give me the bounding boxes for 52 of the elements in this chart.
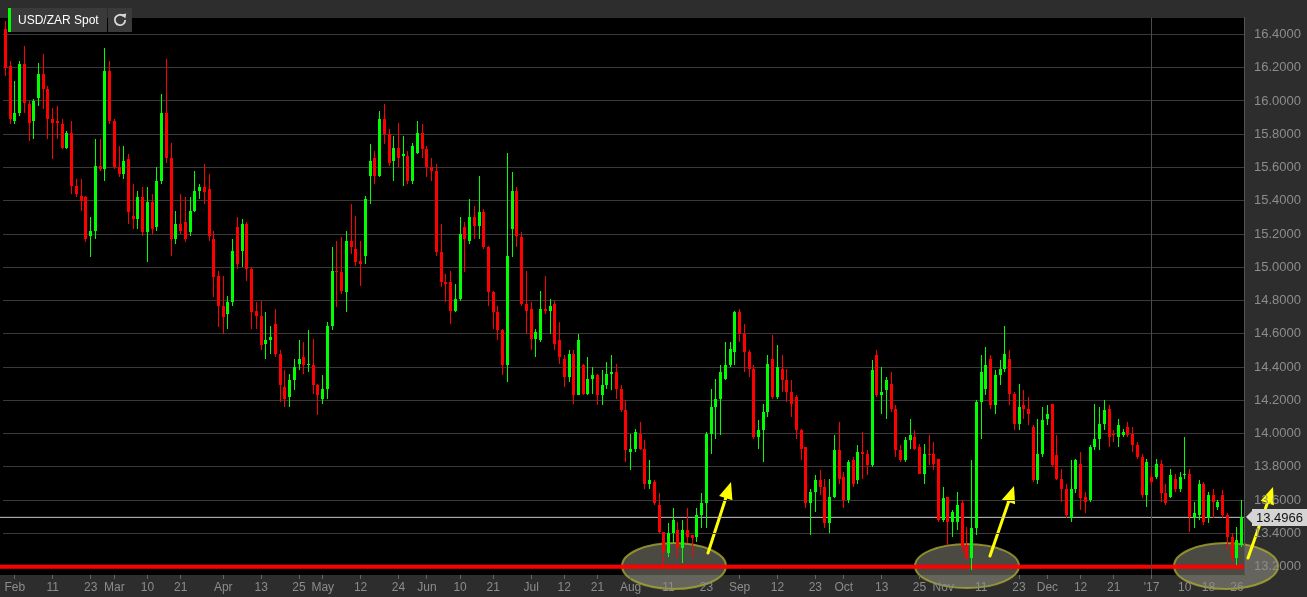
x-tick-label: 25	[912, 579, 927, 594]
chart-title: USD/ZAR Spot	[17, 13, 100, 27]
y-tick-label: 14.8000	[1254, 292, 1301, 308]
x-tick-label: 13	[874, 579, 889, 594]
x-tick-label: '17	[1143, 579, 1160, 594]
y-tick-label: 15.6000	[1254, 159, 1301, 175]
y-tick-label: 14.0000	[1254, 425, 1301, 441]
x-tick-label: 23	[699, 579, 714, 594]
y-tick-label: 15.4000	[1254, 192, 1301, 208]
x-tick-label: Jul	[523, 579, 539, 594]
x-tick-label: 11	[46, 579, 60, 594]
y-tick-label: 15.0000	[1254, 258, 1301, 274]
x-tick-label: 24	[391, 579, 406, 594]
x-tick-label: Feb	[4, 579, 26, 594]
x-tick-label: Apr	[213, 579, 233, 594]
x-tick-label: Mar	[103, 579, 125, 594]
x-tick-label: 10	[453, 579, 468, 594]
y-tick-label: 15.2000	[1254, 225, 1301, 241]
y-tick-label: 16.0000	[1254, 92, 1301, 108]
y-tick-label: 16.4000	[1254, 26, 1301, 42]
x-tick-label: 21	[486, 579, 501, 594]
x-tick-label: Aug	[619, 579, 642, 594]
x-tick-label: Sep	[728, 579, 751, 594]
x-tick-label: 21	[1107, 579, 1121, 594]
x-tick-label: 13	[254, 579, 269, 594]
x-tick-label: 23	[808, 579, 823, 594]
x-tick-label: 11	[662, 579, 676, 594]
x-tick-label: Dec	[1036, 579, 1059, 594]
ref-line-label: 13.4966	[1252, 508, 1307, 526]
y-tick-label: 14.2000	[1254, 391, 1301, 407]
x-tick-label: 23	[83, 579, 98, 594]
x-tick-label: 21	[590, 579, 605, 594]
x-tick-label: 12	[353, 579, 368, 594]
x-tick-label: 26	[1230, 579, 1244, 594]
y-tick-label: 14.6000	[1254, 325, 1301, 341]
y-tick-label: 13.8000	[1254, 458, 1301, 474]
y-tick-label: 16.2000	[1254, 59, 1301, 75]
y-tick-label: 15.8000	[1254, 125, 1301, 141]
x-tick-label: 23	[1012, 579, 1026, 594]
y-tick-label: 13.2000	[1254, 558, 1301, 574]
x-tick-label: 12	[1073, 579, 1088, 594]
x-tick-label: Oct	[834, 579, 854, 594]
x-tick-label: 12	[770, 579, 785, 594]
x-tick-label: 10	[140, 579, 155, 594]
x-tick-label: 21	[173, 579, 188, 594]
x-tick-label: Jun	[417, 579, 437, 594]
x-tick-label: 10	[1178, 579, 1192, 594]
x-tick-label: 12	[557, 579, 572, 594]
x-tick-label: May	[311, 579, 335, 594]
x-tick-label: 11	[974, 579, 988, 594]
x-tick-label: 25	[292, 579, 307, 594]
y-tick-label: 14.4000	[1254, 358, 1301, 374]
